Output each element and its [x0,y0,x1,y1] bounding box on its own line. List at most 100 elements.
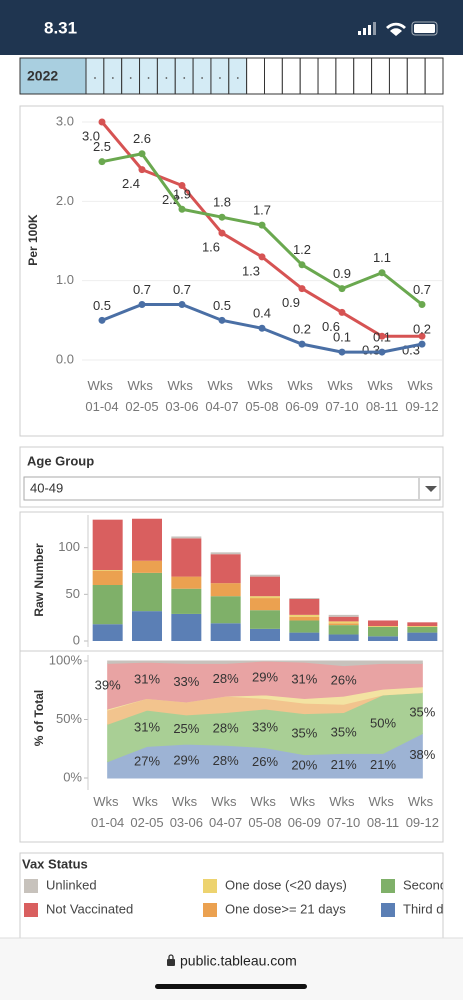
home-indicator [155,984,307,989]
year-cell[interactable] [139,57,158,95]
year-cell[interactable] [103,57,123,95]
point [98,158,106,166]
year-cell[interactable] [85,57,105,95]
data-label: 0.1 [333,330,351,345]
year-cell[interactable] [264,57,283,95]
age-dropdown[interactable] [23,476,441,501]
point [298,261,306,269]
x-tick-label: Wks 04-07 [209,794,242,830]
legend-label: Third dose [403,901,463,916]
point [338,285,346,293]
year-cell[interactable] [246,57,265,95]
bar-segment [368,626,398,627]
data-label: 27% [134,754,160,769]
year-cell[interactable] [335,57,355,95]
data-label: 35% [331,724,357,739]
data-label: 0.9 [282,295,300,310]
y-axis-title: % of Total [32,690,46,746]
year-cell[interactable] [156,57,176,95]
age-title: Age Group [27,453,94,468]
bar-segment [210,623,241,641]
data-label: 20% [291,758,317,773]
bar-segment [289,620,320,633]
point [378,332,386,340]
year-cell[interactable] [121,57,141,95]
bar-segment [289,598,320,599]
year-cell[interactable] [19,57,87,95]
y-axis-title: Per 100K [26,214,40,266]
dot [236,77,239,79]
url[interactable]: public.tableau.com [180,953,297,969]
y-tick-label: 100% [49,652,83,667]
data-label: 33% [173,674,199,689]
data-label: 1.9 [173,187,191,202]
year-cell[interactable] [281,57,301,95]
bar-segment [368,620,398,627]
point [178,205,186,213]
bar-segment [250,574,280,577]
bar-segment [407,632,438,641]
y-tick-label: 0% [63,769,82,784]
bar-segment [328,625,359,635]
data-label: 0.6 [322,319,340,334]
year-cell[interactable] [210,57,230,95]
data-label: 1.6 [202,240,220,255]
point [178,181,186,189]
data-label: 0.2 [293,322,311,337]
bar-segment [289,616,320,621]
dot [94,77,96,79]
data-label: 25% [173,721,199,736]
dropdown-arrow[interactable] [425,486,437,492]
dot [111,77,114,79]
bar-segment [407,626,438,627]
data-label: 1.7 [253,203,271,218]
legend-label: Not Vaccinated [46,901,133,916]
x-tick-label: Wks 06-09 [288,794,321,830]
bar-segment [289,599,320,615]
bar-segment [132,560,162,573]
data-label: 0.7 [413,282,431,297]
data-label: 31% [134,672,160,687]
area [107,660,423,667]
data-label: 33% [252,720,278,735]
y-tick-label: 0.0 [56,351,74,366]
point [378,269,386,277]
year-cell[interactable] [371,57,390,95]
bar-segment [407,627,438,633]
y-tick-label: 1.0 [56,272,74,287]
year-cell[interactable] [317,57,337,95]
bar-segment [132,572,162,612]
year-cell[interactable] [174,57,194,95]
year-cell[interactable] [424,57,444,95]
bar-segment [171,538,202,577]
data-label: 31% [291,672,317,687]
bar-segment [250,576,280,597]
year-cell[interactable] [353,57,373,95]
data-label: 29% [252,669,278,684]
data-label: 28% [213,720,239,735]
y-tick-label: 50% [56,711,82,726]
year-cell[interactable] [228,57,248,95]
x-tick-label: Wks 01-04 [91,794,124,830]
year-cell[interactable] [388,57,408,95]
year-cells[interactable] [85,57,444,95]
x-tick-label: Wks 01-04 [85,378,118,414]
x-tick-label: Wks 07-10 [325,378,358,414]
bar-chart: 0 50 100 Raw Number [32,515,438,647]
data-label: 0.2 [413,322,431,337]
x-tick-label: Wks 09-12 [405,378,438,414]
data-label: 21% [370,757,396,772]
year-cell[interactable] [299,57,319,95]
x-tick-label: Wks 03-06 [170,794,203,830]
data-label: 26% [252,754,278,769]
x-tick-label: Wks 08-11 [367,794,399,830]
bar-segment [92,585,123,625]
year-cell[interactable] [406,57,426,95]
bar-segment [407,622,438,627]
point [418,300,426,308]
point [218,213,226,221]
year-cell[interactable] [192,57,212,95]
data-label: 2.5 [93,139,111,154]
y-axis-title: Raw Number [32,543,46,617]
